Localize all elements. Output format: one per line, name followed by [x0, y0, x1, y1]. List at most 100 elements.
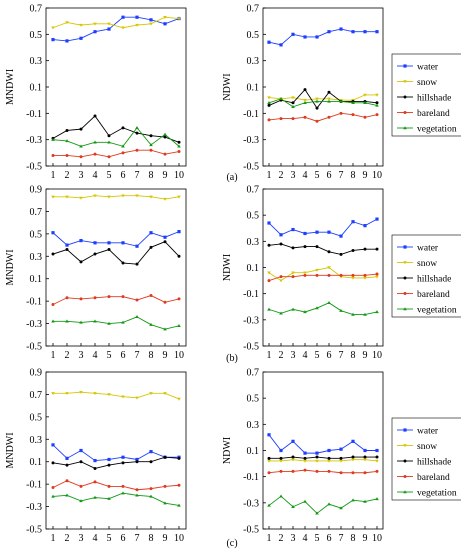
data-point-bareland	[121, 295, 125, 299]
y-tick-label: 0.3	[247, 56, 260, 67]
data-point-bareland	[149, 148, 153, 152]
data-point-bareland	[291, 275, 295, 279]
data-point-water	[315, 451, 319, 455]
data-point-vegetation	[279, 97, 283, 101]
x-tick-label: 2	[279, 170, 284, 181]
legend-marker-bareland	[403, 475, 407, 478]
legend-box	[391, 417, 461, 501]
data-point-water	[149, 18, 153, 22]
data-point-snow	[375, 459, 379, 463]
data-point-snow	[107, 22, 111, 26]
data-point-snow	[363, 458, 367, 462]
data-point-water	[149, 450, 153, 454]
data-point-hillshade	[351, 248, 355, 252]
series-line-hillshade	[52, 115, 180, 143]
data-point-bareland	[107, 484, 111, 488]
series-line-hillshade	[52, 456, 180, 469]
data-point-water	[375, 217, 379, 221]
data-point-snow	[65, 392, 69, 396]
data-point-vegetation	[93, 495, 97, 499]
legend-label-bareland: bareland	[417, 109, 450, 119]
data-point-hillshade	[363, 247, 367, 251]
series-bareland	[267, 111, 379, 123]
data-point-snow	[79, 390, 83, 394]
data-point-water	[51, 38, 55, 42]
data-point-vegetation	[177, 324, 181, 328]
y-tick-label: -0.1	[26, 480, 42, 491]
x-tick-label: 5	[315, 350, 320, 361]
panel-label-c: (c)	[226, 538, 237, 549]
data-point-water	[163, 22, 167, 26]
x-tick-label: 8	[351, 533, 356, 544]
x-tick-label: 5	[315, 170, 320, 181]
series-bareland	[51, 148, 181, 159]
data-point-bareland	[177, 297, 181, 301]
data-point-bareland	[135, 148, 139, 152]
data-point-bareland	[291, 117, 295, 121]
series-line-bareland	[53, 149, 180, 158]
y-tick-label: -0.3	[243, 135, 259, 146]
data-point-snow	[177, 397, 181, 401]
plot-frame	[45, 188, 187, 347]
data-point-bareland	[93, 152, 97, 156]
data-point-hillshade	[327, 456, 331, 460]
data-point-bareland	[279, 117, 283, 121]
data-point-hillshade	[107, 134, 111, 138]
data-point-bareland	[339, 111, 343, 115]
series-bareland	[267, 272, 379, 283]
x-tick-label: 3	[291, 533, 296, 544]
data-point-vegetation	[135, 315, 139, 319]
data-point-bareland	[65, 296, 69, 300]
data-point-vegetation	[291, 504, 295, 508]
data-point-bareland	[267, 279, 271, 283]
data-point-snow	[315, 97, 319, 101]
data-point-water	[267, 433, 271, 437]
data-point-vegetation	[339, 99, 343, 103]
y-tick-label: 0.5	[247, 394, 260, 405]
data-point-water	[93, 30, 97, 34]
data-point-hillshade	[93, 252, 97, 256]
x-tick-label: 6	[121, 170, 126, 181]
chart-1: 0.7 0.5 0.3 0.1 -0.1 -0.3 -0.5 1 2 3 4 5 6 7 8 9 10 MNDWI	[5, 4, 187, 181]
legend: water snow hillshade bareland vegetation	[391, 53, 461, 137]
data-point-vegetation	[149, 494, 153, 498]
series-vegetation	[267, 301, 379, 316]
data-point-bareland	[93, 296, 97, 300]
data-point-vegetation	[149, 322, 153, 326]
data-point-bareland	[327, 115, 331, 119]
plot-frame	[262, 188, 384, 347]
x-tick-label: 6	[121, 533, 126, 544]
data-point-vegetation	[177, 503, 181, 507]
data-point-vegetation	[51, 137, 55, 141]
data-point-bareland	[291, 469, 295, 473]
y-axis-label: NDWI	[222, 437, 233, 464]
data-point-bareland	[315, 273, 319, 277]
data-point-hillshade	[327, 250, 331, 254]
data-point-water	[339, 447, 343, 451]
data-point-water	[93, 458, 97, 463]
data-point-snow	[163, 197, 167, 201]
y-axis-label: MNDWI	[5, 249, 16, 285]
data-point-bareland	[351, 273, 355, 277]
y-tick-label: -0.5	[26, 162, 42, 173]
series-line-snow	[53, 391, 180, 400]
data-point-hillshade	[267, 103, 271, 107]
legend-marker-snow	[403, 261, 407, 265]
x-tick-label: 3	[79, 350, 84, 361]
series-line-hillshade	[269, 456, 377, 459]
data-point-bareland	[363, 273, 367, 277]
x-tick-label: 9	[163, 350, 168, 361]
x-tick-label: 10	[372, 533, 382, 544]
data-point-vegetation	[65, 493, 69, 497]
series-line-snow	[52, 16, 180, 29]
legend-marker-hillshade	[403, 276, 407, 280]
data-point-bareland	[339, 471, 343, 475]
data-point-hillshade	[291, 246, 295, 250]
series-water	[267, 217, 379, 238]
series-line-snow	[269, 459, 378, 462]
data-point-snow	[149, 195, 153, 199]
data-point-bareland	[327, 469, 331, 473]
data-point-water	[291, 439, 295, 443]
data-point-vegetation	[267, 307, 271, 311]
series-snow	[267, 266, 379, 283]
